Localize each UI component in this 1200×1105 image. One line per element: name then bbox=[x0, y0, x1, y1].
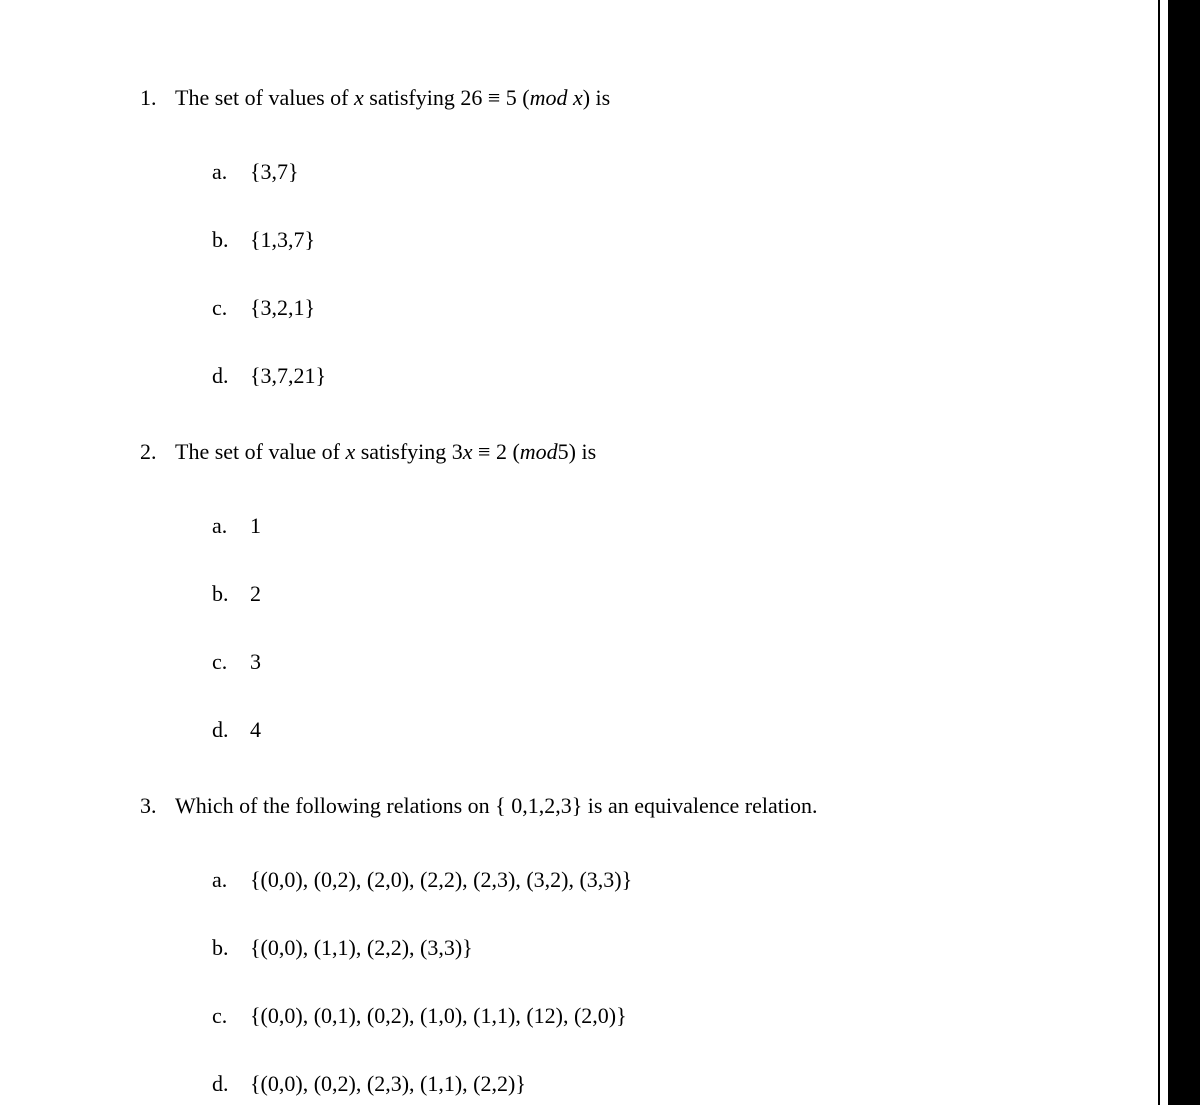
question-text-part: mod x bbox=[530, 85, 583, 110]
option-letter: a. bbox=[212, 867, 250, 893]
options-list: a.{(0,0), (0,2), (2,0), (2,2), (2,3), (3… bbox=[212, 867, 1028, 1097]
option-b: b.2 bbox=[212, 581, 1028, 607]
question-text-part: x bbox=[354, 85, 364, 110]
question-number: 1. bbox=[140, 85, 175, 111]
option-letter: b. bbox=[212, 935, 250, 961]
question-text-part: x bbox=[463, 439, 473, 464]
question-text-part: satisfying 3 bbox=[355, 439, 463, 464]
question-2: 2.The set of value of x satisfying 3x ≡ … bbox=[140, 439, 1028, 743]
question-text-part: ) is bbox=[583, 85, 611, 110]
option-d: d.{3,7,21} bbox=[212, 363, 1028, 389]
question-number: 3. bbox=[140, 793, 175, 819]
options-list: a.{3,7} b.{1,3,7} c.{3,2,1} d.{3,7,21} bbox=[212, 159, 1028, 389]
questions-container: 1.The set of values of x satisfying 26 ≡… bbox=[140, 85, 1028, 1097]
option-letter: c. bbox=[212, 1003, 250, 1029]
option-text: {(0,0), (0,2), (2,3), (1,1), (2,2)} bbox=[250, 1071, 1028, 1097]
option-a: a.1 bbox=[212, 513, 1028, 539]
option-c: c.{(0,0), (0,1), (0,2), (1,0), (1,1), (1… bbox=[212, 1003, 1028, 1029]
option-c: c.3 bbox=[212, 649, 1028, 675]
option-text: {3,7,21} bbox=[250, 363, 1028, 389]
option-text: 3 bbox=[250, 649, 1028, 675]
option-c: c.{3,2,1} bbox=[212, 295, 1028, 321]
question-text-part: ≡ 2 ( bbox=[473, 439, 520, 464]
option-text: 4 bbox=[250, 717, 1028, 743]
question-body: The set of values of x satisfying 26 ≡ 5… bbox=[175, 85, 1028, 111]
option-a: a.{3,7} bbox=[212, 159, 1028, 185]
option-text: {(0,0), (0,2), (2,0), (2,2), (2,3), (3,2… bbox=[250, 867, 1028, 893]
option-letter: c. bbox=[212, 649, 250, 675]
question-text-part: The set of value of bbox=[175, 439, 345, 464]
question-text: 3.Which of the following relations on { … bbox=[140, 793, 1028, 819]
option-text: {3,2,1} bbox=[250, 295, 1028, 321]
option-letter: c. bbox=[212, 295, 250, 321]
question-text-part: 5) is bbox=[558, 439, 597, 464]
question-body: Which of the following relations on { 0,… bbox=[175, 793, 1028, 819]
question-number: 2. bbox=[140, 439, 175, 465]
question-text-part: x bbox=[345, 439, 355, 464]
question-body: The set of value of x satisfying 3x ≡ 2 … bbox=[175, 439, 1028, 465]
option-a: a.{(0,0), (0,2), (2,0), (2,2), (2,3), (3… bbox=[212, 867, 1028, 893]
option-text: 2 bbox=[250, 581, 1028, 607]
option-text: {3,7} bbox=[250, 159, 1028, 185]
option-b: b.{1,3,7} bbox=[212, 227, 1028, 253]
option-letter: d. bbox=[212, 1071, 250, 1097]
option-letter: a. bbox=[212, 159, 250, 185]
question-text-part: Which of the following relations on { 0,… bbox=[175, 793, 817, 818]
option-letter: d. bbox=[212, 717, 250, 743]
option-letter: b. bbox=[212, 227, 250, 253]
question-text-part: The set of values of bbox=[175, 85, 354, 110]
question-text-part: mod bbox=[520, 439, 558, 464]
question-1: 1.The set of values of x satisfying 26 ≡… bbox=[140, 85, 1028, 389]
option-b: b.{(0,0), (1,1), (2,2), (3,3)} bbox=[212, 935, 1028, 961]
option-letter: b. bbox=[212, 581, 250, 607]
question-text: 1.The set of values of x satisfying 26 ≡… bbox=[140, 85, 1028, 111]
options-list: a.1 b.2 c.3 d.4 bbox=[212, 513, 1028, 743]
option-text: {(0,0), (1,1), (2,2), (3,3)} bbox=[250, 935, 1028, 961]
option-letter: d. bbox=[212, 363, 250, 389]
question-text: 2.The set of value of x satisfying 3x ≡ … bbox=[140, 439, 1028, 465]
page-right-border bbox=[1168, 0, 1200, 1105]
question-text-part: satisfying 26 ≡ 5 ( bbox=[364, 85, 530, 110]
document-page: 1.The set of values of x satisfying 26 ≡… bbox=[0, 0, 1168, 1105]
option-text: {(0,0), (0,1), (0,2), (1,0), (1,1), (12)… bbox=[250, 1003, 1028, 1029]
option-letter: a. bbox=[212, 513, 250, 539]
option-d: d.{(0,0), (0,2), (2,3), (1,1), (2,2)} bbox=[212, 1071, 1028, 1097]
option-text: 1 bbox=[250, 513, 1028, 539]
option-text: {1,3,7} bbox=[250, 227, 1028, 253]
option-d: d.4 bbox=[212, 717, 1028, 743]
question-3: 3.Which of the following relations on { … bbox=[140, 793, 1028, 1097]
